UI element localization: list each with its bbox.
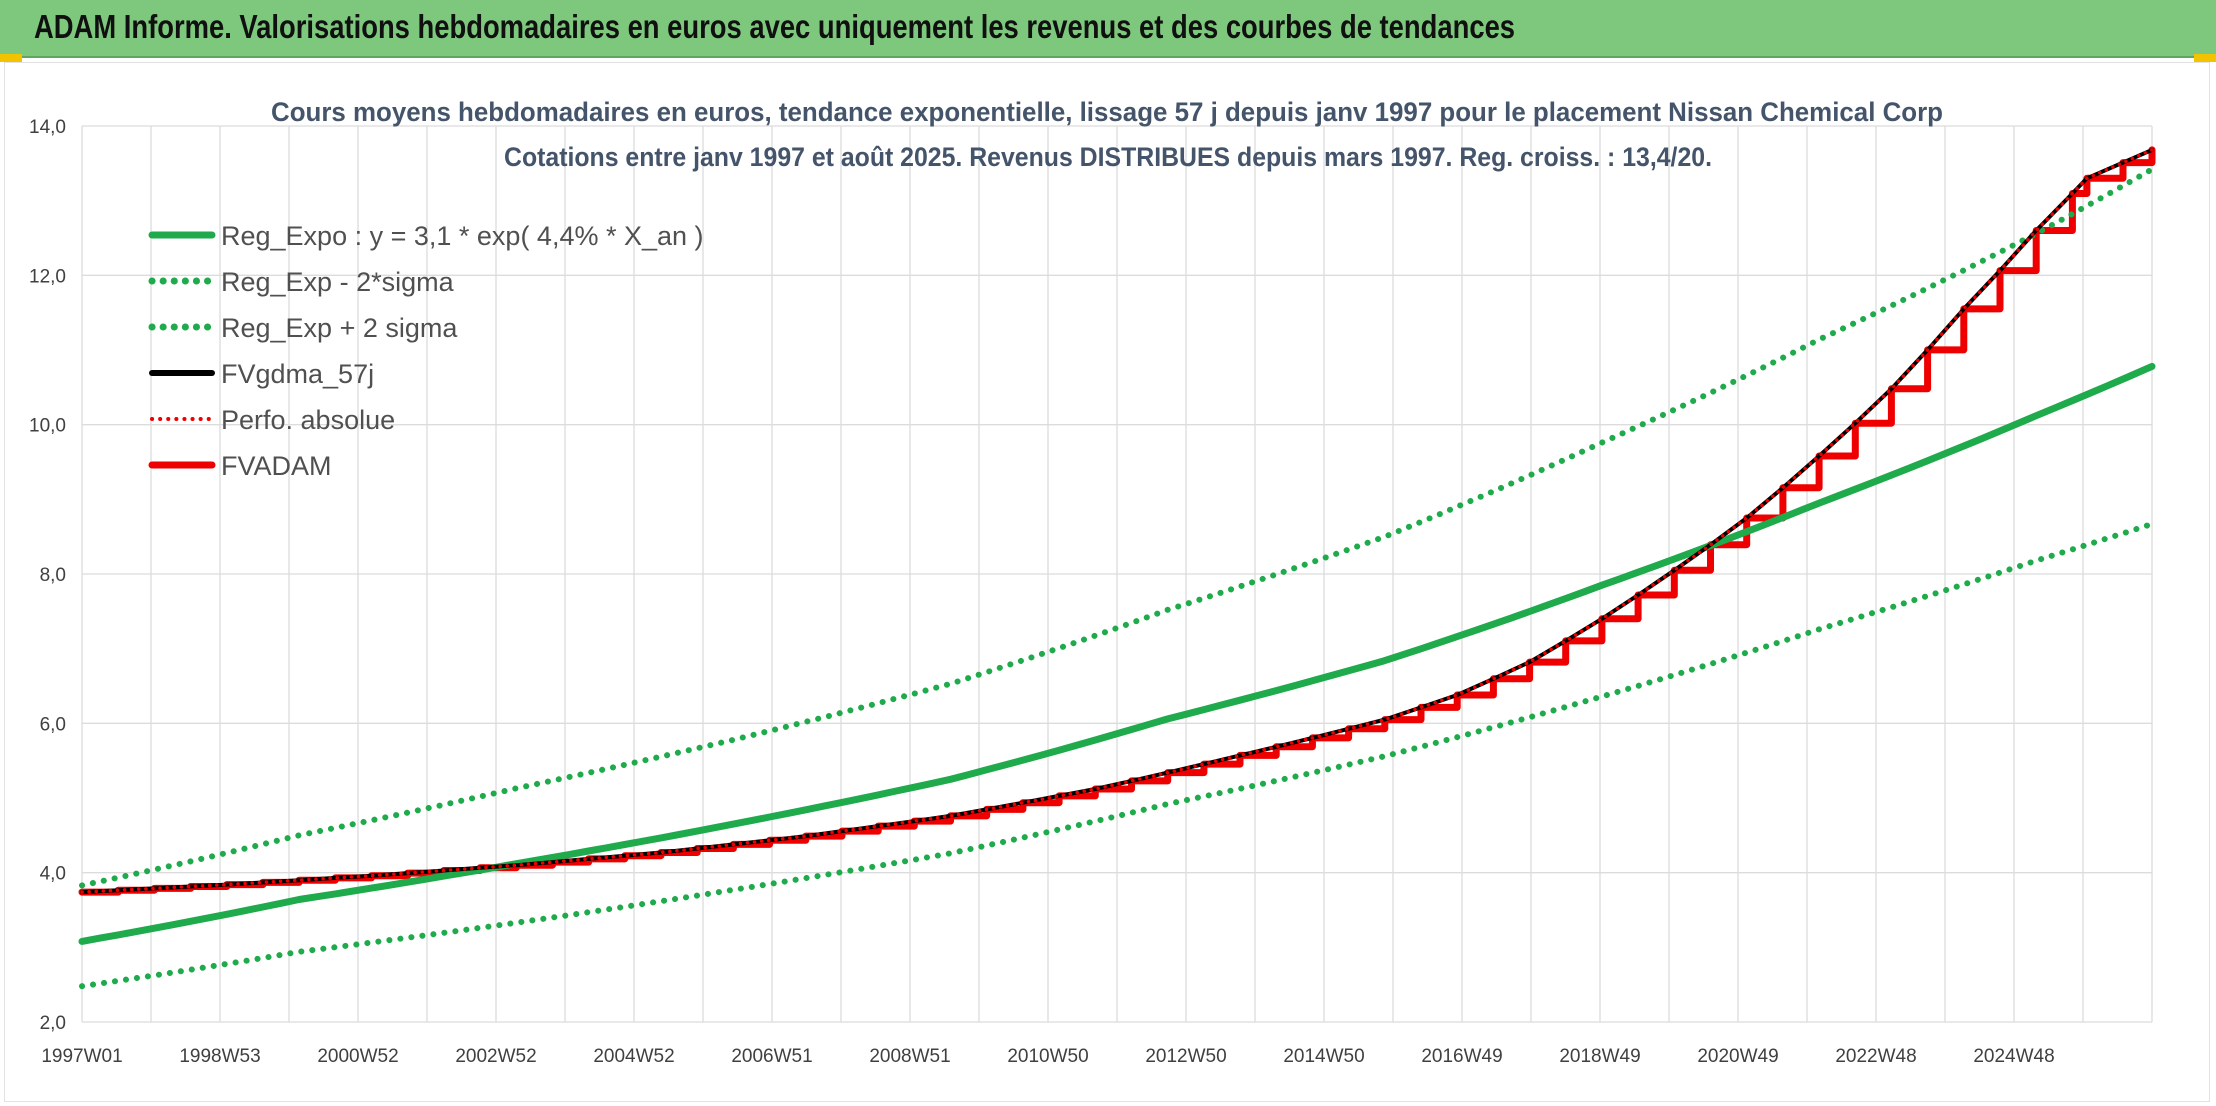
- banner-title: ADAM Informe. Valorisations hebdomadaire…: [34, 8, 1516, 45]
- x-tick-label: 2010W50: [1007, 1046, 1088, 1067]
- x-tick-label: 2014W50: [1283, 1046, 1364, 1067]
- x-tick-label: 2018W49: [1559, 1046, 1640, 1067]
- legend: Reg_Expo : y = 3,1 * exp( 4,4% * X_an ) R…: [148, 221, 704, 481]
- grid: [81, 125, 2153, 1023]
- series-line-reg-exp-2-sigma: [79, 166, 2155, 889]
- corner-accent-right: [2194, 54, 2216, 62]
- x-tick-label: 2002W52: [455, 1046, 536, 1067]
- y-tick-label: 2,0: [40, 1013, 66, 1034]
- x-tick-label: 2024W48: [1973, 1046, 2054, 1067]
- legend-label-fvadam: FVADAM: [221, 451, 332, 481]
- x-tick-label: 1998W53: [179, 1046, 260, 1067]
- x-tick-label: 2006W51: [731, 1046, 812, 1067]
- x-tick-label: 1997W01: [41, 1046, 122, 1067]
- series-line-reg-exp-2-sigma: [79, 521, 2155, 990]
- corner-accent-left: [0, 54, 22, 62]
- x-tick-label: 2000W52: [317, 1046, 398, 1067]
- series: [78, 146, 2156, 990]
- legend-label-reg-exp-2-sigma: Reg_Exp + 2 sigma: [221, 313, 458, 343]
- chart-title: Cours moyens hebdomadaires en euros, ten…: [271, 97, 1943, 127]
- chart-subtitle: Cotations entre janv 1997 et août 2025. …: [504, 142, 1712, 172]
- y-tick-label: 8,0: [40, 565, 66, 586]
- y-axis-ticks: 2,0 4,0 6,0 8,0 10,0 12,0 14,0: [29, 117, 66, 1034]
- x-tick-label: 2008W51: [869, 1046, 950, 1067]
- banner: ADAM Informe. Valorisations hebdomadaire…: [0, 0, 2216, 58]
- series-line-reg-expo-y-3-1-exp-4-4-x-an: [78, 362, 2156, 945]
- legend-label-perfo-absolue: Perfo. absolue: [221, 405, 395, 435]
- legend-label-reg-exp-2-sigma: Reg_Exp - 2*sigma: [221, 267, 455, 297]
- y-tick-label: 12,0: [29, 266, 66, 287]
- y-tick-label: 6,0: [40, 714, 66, 735]
- legend-label-reg-expo-y-3-1-exp-4-4-x-an: Reg_Expo : y = 3,1 * exp( 4,4% * X_an ): [221, 221, 704, 251]
- x-tick-label: 2016W49: [1421, 1046, 1502, 1067]
- x-tick-label: 2020W49: [1697, 1046, 1778, 1067]
- y-tick-label: 4,0: [40, 864, 66, 885]
- x-tick-label: 2022W48: [1835, 1046, 1916, 1067]
- x-tick-label: 2004W52: [593, 1046, 674, 1067]
- legend-label-fvgdma-57j: FVgdma_57j: [221, 359, 374, 389]
- series-line-perfo-absolue: [80, 148, 2154, 894]
- y-tick-label: 14,0: [29, 117, 66, 138]
- x-tick-label: 2012W50: [1145, 1046, 1226, 1067]
- chart-frame: [4, 62, 2210, 1102]
- y-tick-label: 10,0: [29, 416, 66, 437]
- x-axis-ticks: 1997W01 1998W53 2000W52 2002W52 2004W52 2006W…: [41, 1046, 2054, 1067]
